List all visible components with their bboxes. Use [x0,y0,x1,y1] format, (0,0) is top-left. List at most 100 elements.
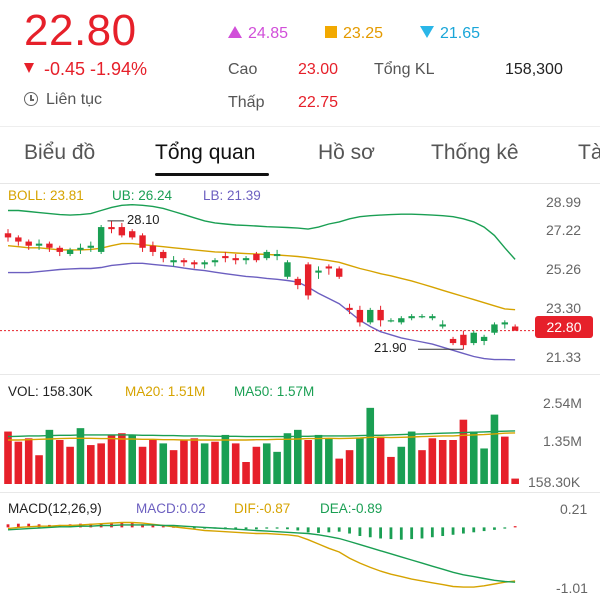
volume-bar [366,407,375,484]
candle [480,336,488,341]
volume-bar [66,446,74,484]
macd-histogram-bar [327,527,331,533]
low-value: 22.75 [298,94,339,111]
macd-histogram-bar [151,525,155,528]
candle [15,237,22,242]
volume-bar [469,431,478,484]
volume-bar [304,440,312,484]
ma50-legend: MA50: 1.57M [234,384,315,399]
volume-legend: VOL: 158.30K [8,384,93,399]
volume-bar [211,441,219,484]
macd-histogram-bar [430,527,434,538]
tab-overview[interactable]: Tổng quan [155,141,256,164]
price-axis-tick: 28.99 [546,194,582,210]
volume-bar [159,443,168,484]
candle [242,258,250,261]
volume-bar [345,450,354,484]
candle [191,262,198,265]
max-price-annotation: 28.10 [127,212,160,227]
volume-bar [76,428,85,484]
macd-histogram-bar [389,527,393,540]
candle [273,254,281,257]
macd-histogram-bar [503,527,507,529]
candle [211,260,219,263]
macd-histogram-bar [441,527,445,536]
candle [429,316,436,319]
candle [97,227,105,252]
floor-price: 21.65 [420,24,480,44]
candle [387,320,395,322]
candle [180,260,188,263]
volume-bar [428,438,437,484]
candle [491,324,498,333]
volume-bar [335,458,343,484]
volume-bar [356,438,364,484]
candle [367,309,374,323]
volume-bar [262,443,271,484]
candle [263,251,270,259]
last-price-tag: 22.80 [535,316,593,338]
volume-bar [45,429,54,484]
ma20-line [8,432,516,441]
tab-more[interactable]: Tà [578,141,600,164]
macd-histogram-bar [348,527,351,534]
active-tab-indicator [155,173,269,176]
square-icon [325,26,337,38]
volume-bar [418,450,426,484]
volume-bar [376,436,385,484]
macd-histogram-bar [16,523,20,528]
volume-label: Tổng KL [374,61,435,78]
macd-histogram-bar [296,527,300,531]
candle [108,227,115,230]
price-axis-tick: 21.33 [546,349,582,365]
volume-value: 158,300 [505,61,563,78]
candle [66,249,74,254]
volume-bar [511,478,519,484]
clock-icon [24,92,38,106]
price-change: -0.45 -1.94% [24,58,147,80]
lb-legend: LB: 21.39 [203,188,261,203]
macd-histogram-bar [286,527,289,530]
tab-statistics[interactable]: Thống kê [431,141,519,164]
high-value: 23.00 [298,61,339,78]
macd-histogram-bar [265,527,269,529]
macd-histogram-bar [493,527,496,530]
macd-histogram-bar [513,526,517,528]
candle [232,258,239,261]
volume-bar [252,446,261,484]
volume-bar [480,448,488,484]
tab-profile[interactable]: Hồ sơ [318,141,375,164]
volume-bar [35,455,43,484]
macd-axis-tick: 0.21 [560,501,588,517]
candle [449,338,457,344]
volume-axis-tick: 2.54M [543,395,582,411]
ub-line [8,203,516,260]
reference-price-value: 23.25 [343,25,384,42]
price-change-value: -0.45 -1.94% [44,59,148,79]
candle [160,251,167,259]
candle [170,260,177,263]
volume-axis-tick: 1.35M [543,433,582,449]
ceiling-price-value: 24.85 [248,25,289,42]
candle [77,247,84,250]
low-label: Thấp [228,94,265,111]
macd-histogram-bar [234,527,238,530]
macd-histogram-bar [420,527,424,539]
candle [4,233,12,238]
macd-histogram-bar [451,527,455,535]
candle [46,243,53,248]
price-axis-tick: 27.22 [546,222,582,238]
candle [201,262,208,265]
candle [336,268,343,277]
volume-bar [138,446,147,484]
ceiling-price: 24.85 [228,24,288,44]
candle [149,245,157,252]
candle [139,235,146,248]
volume-bar [314,434,323,484]
tab-chart[interactable]: Biểu đồ [24,141,96,164]
candle [346,307,353,310]
candle [470,332,477,344]
ub-legend: UB: 26.24 [112,188,173,203]
dea-legend: DEA:-0.89 [320,501,383,516]
